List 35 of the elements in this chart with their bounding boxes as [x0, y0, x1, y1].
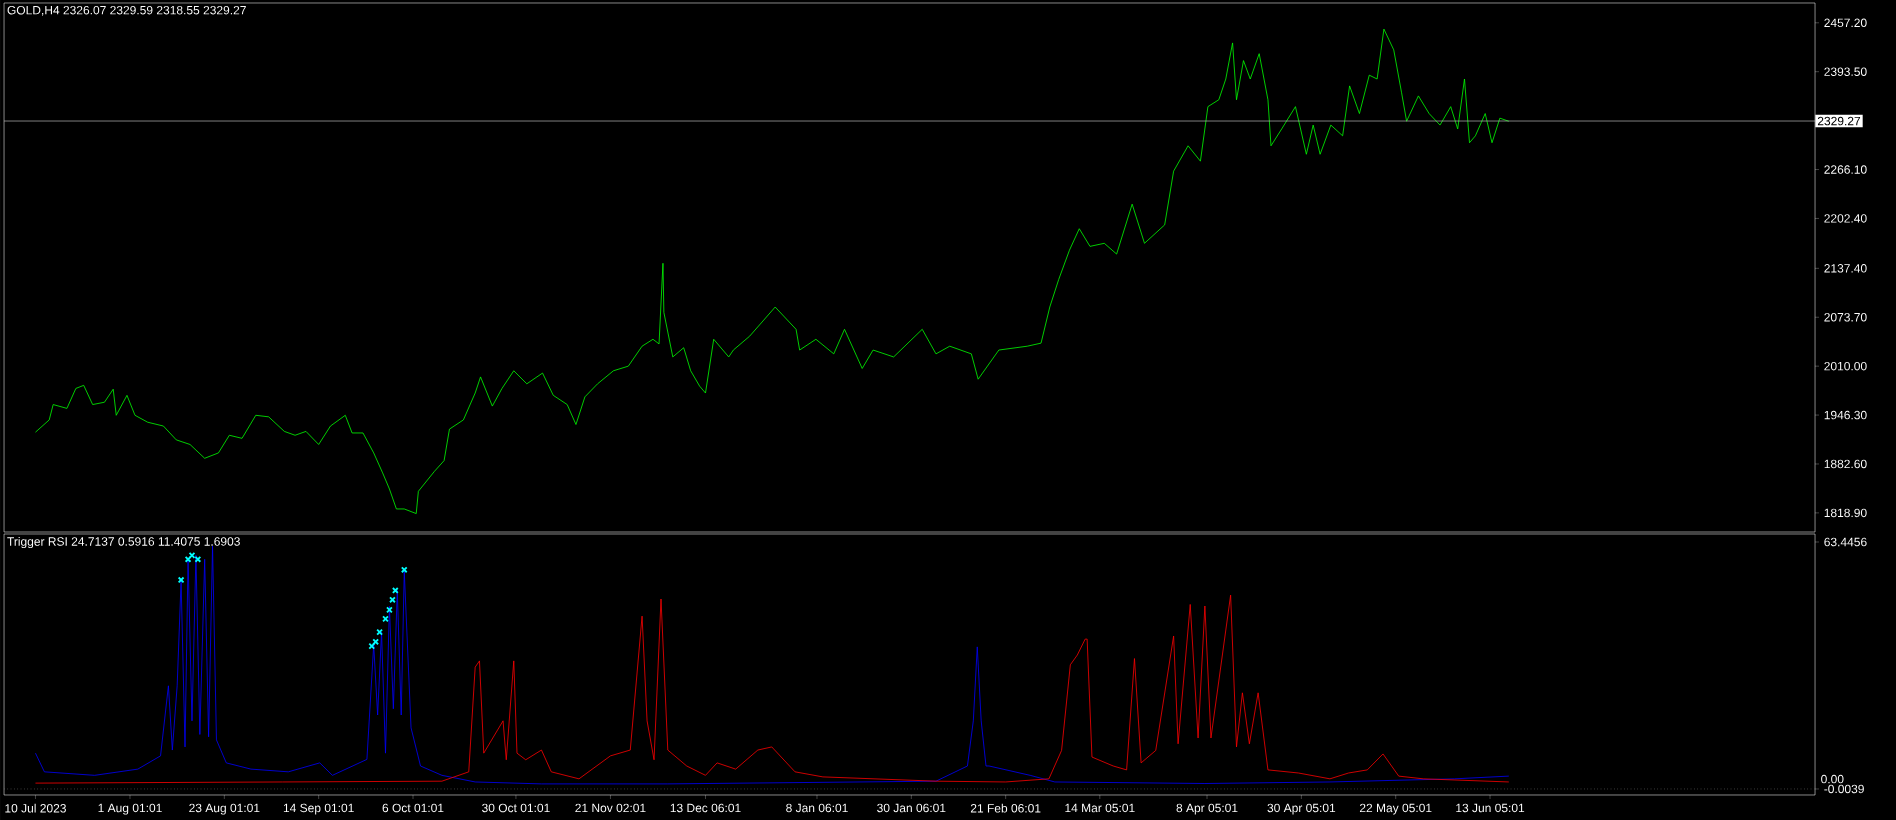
y-tick-label: 1818.90 — [1824, 508, 1867, 518]
y-tick-label: 2010.00 — [1824, 361, 1867, 371]
chart-title: GOLD,H4 2326.07 2329.59 2318.55 2329.27 — [7, 5, 246, 16]
x-tick-label: 30 Jan 06:01 — [877, 803, 946, 813]
y-tick-label: 63.4456 — [1824, 537, 1867, 547]
y-tick-label: 2073.70 — [1824, 313, 1867, 322]
y-tick-label: -0.0039 — [1824, 784, 1864, 794]
x-tick-label: 30 Apr 05:01 — [1267, 803, 1336, 815]
point — [177, 576, 185, 584]
y-tick-label: 2457.20 — [1824, 18, 1867, 28]
x-tick-label: 10 Jul 2023 — [5, 803, 66, 813]
x-tick-label: 21 Nov 02:01 — [575, 803, 646, 813]
y-tick-label: 2266.10 — [1824, 165, 1867, 174]
x-tick-label: 30 Oct 01:01 — [482, 803, 550, 813]
x-tick-label: 13 Jun 05:01 — [1456, 803, 1525, 813]
x-tick-label: 21 Feb 06:01 — [970, 803, 1041, 813]
x-tick-label: 14 Mar 05:01 — [1065, 803, 1135, 813]
x-tick-label: 6 Oct 01:01 — [382, 803, 444, 813]
point — [391, 587, 399, 594]
y-tick-label: 2393.50 — [1824, 67, 1867, 76]
x-tick-label: 14 Sep 01:01 — [283, 803, 354, 815]
y-tick-label: 1882.60 — [1824, 459, 1867, 469]
y-tick-label: 2202.40 — [1824, 214, 1867, 223]
ref-line-label: 0.00 — [1821, 774, 1844, 784]
x-tick-label: 13 Dec 06:01 — [670, 803, 741, 813]
x-tick-label: 8 Apr 05:01 — [1176, 803, 1238, 815]
x-tick-label: 22 May 05:01 — [1359, 803, 1432, 815]
y-tick-label: 2137.40 — [1824, 264, 1867, 273]
chart-title: Trigger RSI 24.7137 0.5916 11.4075 1.6903 — [7, 536, 240, 549]
ref-line-label: 2329.27 — [1817, 116, 1861, 126]
x-tick-label: 23 Aug 01:01 — [189, 803, 260, 815]
x-tick-label: 1 Aug 01:01 — [98, 803, 162, 815]
y-tick-label: 1946.30 — [1824, 410, 1867, 420]
line-series — [35, 594, 1510, 784]
x-tick-label: 8 Jan 06:01 — [786, 803, 848, 813]
